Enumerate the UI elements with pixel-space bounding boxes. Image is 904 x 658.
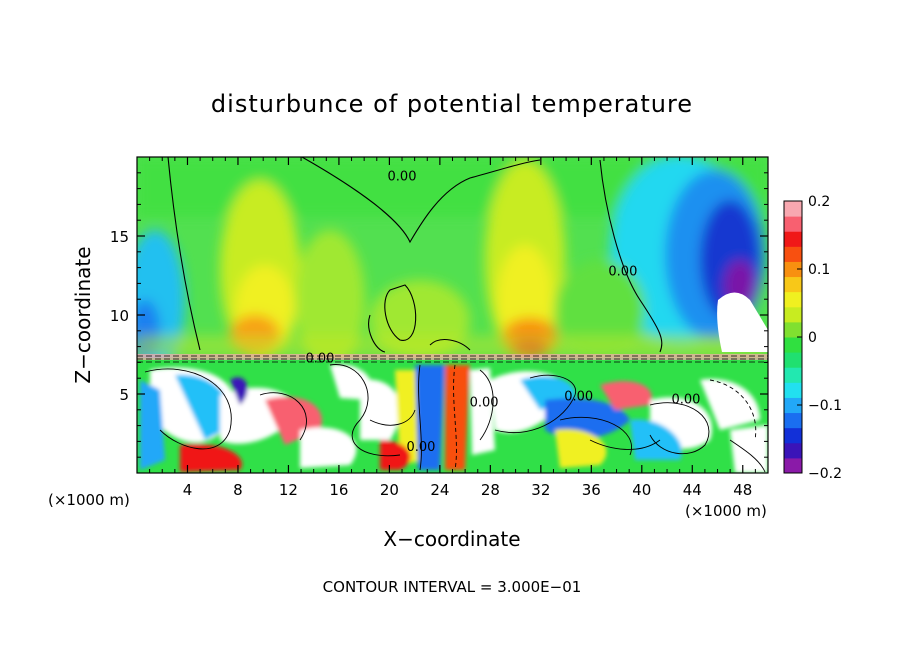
contour-label: 0.00 bbox=[671, 392, 700, 407]
colorbar-swatch bbox=[784, 291, 802, 308]
y-tick-label: 10 bbox=[110, 307, 129, 325]
colorbar: 0.2 0.1 0 −0.1 −0.2 bbox=[783, 194, 842, 482]
y-tick-label: 5 bbox=[119, 386, 129, 404]
colorbar-swatch bbox=[784, 321, 802, 338]
colorbar-tick-label: −0.1 bbox=[808, 398, 842, 414]
y-axis-label: Z−coordinate bbox=[71, 246, 95, 383]
x-unit-right: (×1000 m) bbox=[685, 502, 767, 520]
x-tick-label: 36 bbox=[582, 481, 601, 499]
colorbar-swatch bbox=[784, 397, 802, 414]
contour-label: 0.00 bbox=[608, 265, 637, 280]
x-tick-label: 4 bbox=[183, 481, 193, 499]
x-axis-label: X−coordinate bbox=[383, 527, 520, 551]
colorbar-swatch bbox=[784, 457, 802, 474]
x-tick-label: 40 bbox=[632, 481, 651, 499]
x-tick-label: 12 bbox=[279, 481, 298, 499]
colorbar-swatch bbox=[784, 337, 802, 353]
x-tick-label: 48 bbox=[733, 481, 752, 499]
x-unit-left: (×1000 m) bbox=[48, 491, 130, 509]
plot-area bbox=[137, 157, 768, 473]
x-tick-label: 32 bbox=[531, 481, 550, 499]
colorbar-tick-label: 0 bbox=[808, 330, 817, 346]
colorbar-swatch bbox=[784, 306, 802, 323]
footer-contour-interval: CONTOUR INTERVAL = 3.000E−01 bbox=[323, 578, 582, 596]
colorbar-swatch bbox=[784, 352, 802, 368]
x-tick-label: 20 bbox=[380, 481, 399, 499]
x-tick-label: 16 bbox=[329, 481, 348, 499]
colorbar-swatch bbox=[784, 246, 802, 262]
x-tick-label: 24 bbox=[430, 481, 449, 499]
colorbar-swatch bbox=[784, 261, 802, 278]
x-tick-label: 44 bbox=[683, 481, 702, 499]
colorbar-swatch bbox=[784, 231, 802, 247]
contour-label: 0.00 bbox=[406, 440, 435, 455]
colorbar-swatch bbox=[784, 382, 802, 398]
chart-title: disturbunce of potential temperature bbox=[211, 90, 693, 118]
colorbar-tick-label: −0.2 bbox=[808, 466, 842, 482]
y-axis-ticks: 5 10 15 bbox=[110, 172, 768, 458]
x-tick-label: 8 bbox=[233, 481, 243, 499]
x-tick-label: 28 bbox=[481, 481, 500, 499]
colorbar-swatch bbox=[784, 427, 802, 444]
colorbar-swatch bbox=[784, 216, 802, 232]
colorbar-swatch bbox=[784, 201, 802, 217]
colorbar-tick-label: 0.1 bbox=[808, 262, 830, 278]
colorbar-tick-label: 0.2 bbox=[808, 194, 830, 210]
contour-label: 0.00 bbox=[306, 351, 335, 366]
colorbar-swatch bbox=[784, 412, 802, 429]
colorbar-swatch bbox=[784, 442, 802, 459]
colorbar-swatch bbox=[784, 276, 802, 293]
contour-label: 0.00 bbox=[470, 396, 499, 411]
colorbar-swatch bbox=[784, 367, 802, 383]
contour-label: 0.00 bbox=[564, 389, 593, 404]
contour-labels: 0.00 0.00 0.00 0.00 0.00 0.00 0.00 bbox=[306, 170, 701, 455]
x-axis-ticks: 4 8 12 16 20 24 28 32 36 40 44 48 bbox=[149, 157, 756, 499]
y-tick-label: 15 bbox=[110, 228, 129, 246]
contour-label: 0.00 bbox=[388, 170, 417, 185]
